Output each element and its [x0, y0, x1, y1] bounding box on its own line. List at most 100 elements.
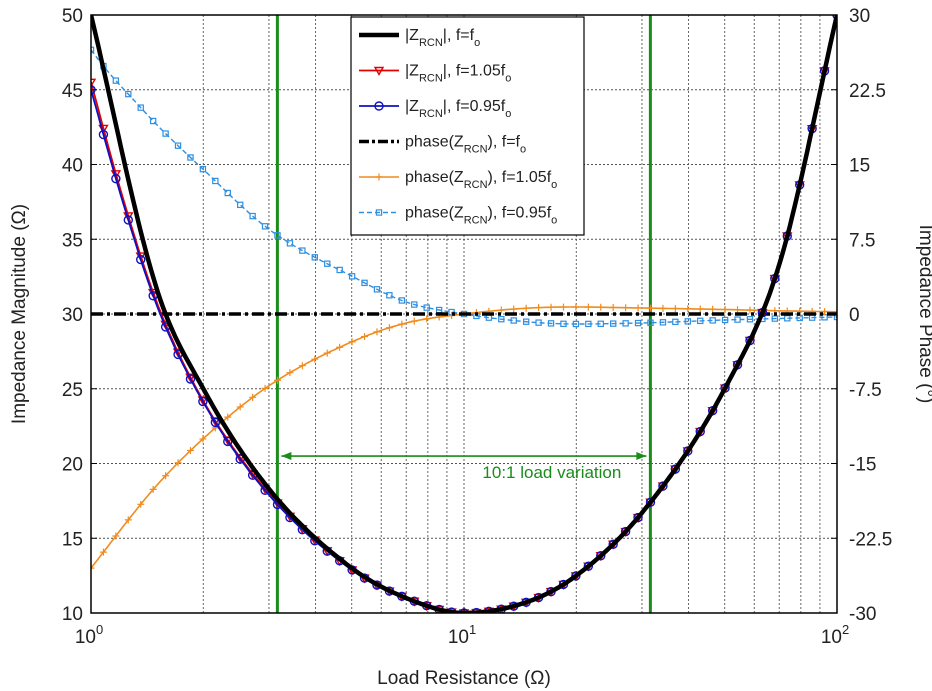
legend-label: |ZRCN|, f=0.95fo [405, 98, 511, 120]
y-right-tick-label: 7.5 [849, 230, 875, 251]
y-axis-left-label: Impedance Magnitude (Ω) [9, 204, 30, 424]
annotation-arrow-head-left [281, 452, 292, 461]
legend-label-subscript: RCN [419, 37, 443, 49]
circle-marker [596, 551, 606, 561]
legend-entry: |ZRCN|, f=fo [359, 27, 480, 49]
plus-marker [149, 485, 157, 493]
square-marker [684, 318, 692, 325]
y-right-tick-label: -7.5 [849, 380, 882, 401]
legend-label-subscript: RCN [419, 108, 443, 120]
plus-marker [224, 413, 232, 421]
legend-label: phase(ZRCN), f=0.95fo [405, 205, 557, 227]
legend-label-main: phase(Z [405, 169, 464, 186]
square-marker [672, 318, 679, 326]
plus-marker [261, 384, 269, 392]
square-marker [746, 316, 754, 323]
square-marker [423, 304, 430, 311]
plus-marker [535, 304, 543, 312]
y-right-tick-label: 22.5 [849, 81, 886, 102]
square-marker [771, 315, 779, 322]
plus-marker [124, 516, 132, 524]
legend-label-subscript: RCN [419, 73, 443, 85]
plus-marker [721, 306, 729, 314]
legend-label-main: |Z [405, 27, 419, 44]
plus-marker [609, 303, 617, 311]
plus-marker [112, 532, 120, 540]
y-right-tick-label: 0 [849, 305, 860, 326]
square-marker [386, 292, 393, 299]
legend-label-subscript: o [505, 108, 511, 120]
y-left-tick-label: 40 [62, 156, 83, 177]
plus-marker [659, 304, 667, 312]
circle-marker [111, 173, 121, 184]
plus-marker [833, 308, 837, 316]
triangle-marker [91, 78, 97, 88]
square-marker [373, 286, 381, 293]
plus-marker [597, 303, 605, 311]
plus-marker [199, 435, 207, 443]
plus-marker [137, 500, 145, 508]
square-marker [224, 189, 231, 197]
y-right-tick-label: -30 [849, 604, 876, 625]
circle-marker [98, 129, 109, 140]
x-tick-label: 100 [75, 622, 103, 648]
circle-marker [571, 571, 581, 581]
square-marker [125, 90, 132, 98]
square-marker [510, 317, 517, 324]
y-left-tick-label: 10 [62, 604, 83, 625]
plus-marker [348, 338, 356, 346]
square-marker [286, 240, 294, 247]
legend-entry: phase(ZRCN), f=fo [359, 134, 526, 156]
square-marker [411, 301, 418, 308]
series-line [91, 15, 837, 613]
legend-label-subscript: o [551, 215, 557, 227]
square-marker [361, 279, 368, 287]
square-marker [199, 165, 207, 173]
square-marker [622, 320, 629, 327]
plus-marker [696, 305, 704, 313]
square-marker [324, 260, 331, 267]
triangle-marker [147, 288, 159, 299]
plus-marker [311, 355, 319, 363]
plus-marker [572, 303, 580, 311]
triangle-marker [185, 373, 196, 383]
y-right-tick-label: -15 [849, 455, 876, 476]
circle-marker [185, 374, 196, 384]
legend-label-subscript: o [474, 37, 480, 49]
circle-marker [583, 561, 594, 571]
legend-label: phase(ZRCN), f=fo [405, 134, 526, 156]
x-tick-base: 10 [821, 627, 842, 648]
circle-marker [123, 215, 134, 225]
square-marker [348, 273, 356, 280]
plus-marker [684, 305, 692, 313]
legend-entry: phase(ZRCN), f=0.95fo [359, 205, 557, 227]
plus-marker [249, 393, 257, 401]
legend-label-main: phase(Z [405, 205, 464, 222]
legend-label-middle: |, f=1.05f [443, 63, 506, 80]
square-marker [721, 316, 729, 324]
y-left-tick-label: 35 [62, 230, 83, 251]
plus-marker [821, 308, 829, 316]
square-marker [112, 77, 120, 84]
axis-labels: Load Resistance (Ω) Impedance Magnitude … [9, 204, 932, 689]
legend-label-subscript: RCN [464, 144, 488, 156]
circle-marker [633, 512, 643, 523]
legend-label-subscript: RCN [464, 179, 488, 191]
square-marker [535, 319, 542, 326]
plus-marker [584, 303, 592, 311]
legend-label-subscript: o [505, 73, 511, 85]
plus-marker [385, 324, 393, 332]
y-right-tick-label: 15 [849, 156, 870, 177]
square-marker [647, 319, 654, 326]
plus-marker [547, 303, 555, 311]
x-tick-exponent: 1 [469, 622, 476, 637]
plus-marker [323, 349, 331, 357]
y-right-tick-label: -22.5 [849, 529, 892, 550]
square-marker [375, 209, 383, 216]
legend-box [350, 16, 585, 236]
legend-label-main: phase(Z [405, 134, 464, 151]
annotation-arrow-head-right [636, 452, 647, 461]
square-marker [311, 254, 319, 261]
square-marker [659, 319, 667, 326]
legend-entry: |ZRCN|, f=1.05fo [359, 63, 511, 85]
